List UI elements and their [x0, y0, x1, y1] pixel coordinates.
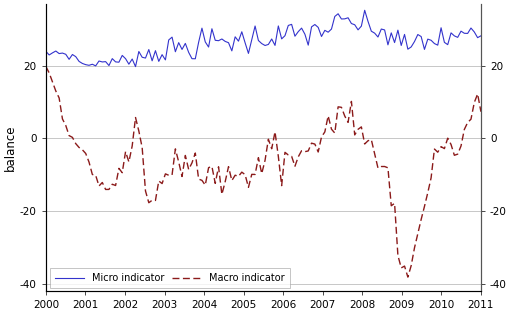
Micro indicator: [478, 34, 484, 38]
Legend: Micro indicator, Macro indicator: Micro indicator, Macro indicator: [50, 268, 290, 288]
Macro indicator: [43, 65, 49, 68]
Macro indicator: [391, 202, 398, 205]
Y-axis label: balance: balance: [4, 124, 17, 171]
Macro indicator: [395, 253, 401, 257]
Macro indicator: [189, 161, 195, 165]
Macro indicator: [478, 110, 484, 114]
Micro indicator: [402, 33, 408, 36]
Micro indicator: [96, 59, 102, 63]
Line: Micro indicator: Micro indicator: [46, 10, 481, 67]
Micro indicator: [132, 65, 138, 68]
Micro indicator: [362, 8, 368, 12]
Micro indicator: [79, 62, 85, 65]
Line: Macro indicator: Macro indicator: [46, 67, 481, 277]
Micro indicator: [192, 57, 198, 61]
Micro indicator: [398, 44, 404, 47]
Macro indicator: [176, 160, 182, 164]
Macro indicator: [79, 148, 85, 152]
Micro indicator: [179, 47, 185, 51]
Macro indicator: [96, 184, 102, 188]
Micro indicator: [43, 49, 49, 53]
Macro indicator: [405, 275, 411, 279]
